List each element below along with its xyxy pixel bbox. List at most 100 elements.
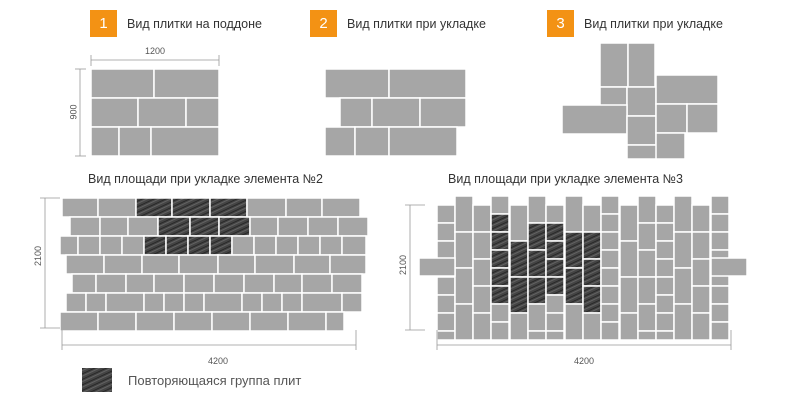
tile: [71, 273, 97, 294]
area-view-3: [418, 195, 748, 341]
tile: [619, 312, 639, 341]
pattern-tile: [545, 240, 565, 260]
tile: [329, 254, 367, 275]
pattern-tile: [582, 231, 602, 260]
step-3-title: Вид плитки при укладке: [584, 16, 723, 31]
tile: [95, 273, 127, 294]
tile: [261, 292, 283, 313]
tile: [163, 292, 185, 313]
tile: [655, 312, 675, 332]
tile: [319, 235, 343, 256]
tile: [600, 231, 620, 251]
tile: [337, 216, 369, 237]
tile: [472, 258, 492, 287]
pattern-tile: [490, 285, 510, 305]
tile: [599, 42, 629, 88]
tile: [472, 204, 492, 233]
tile: [150, 126, 220, 157]
tile: [472, 312, 492, 341]
pattern-tile: [582, 258, 602, 287]
pattern-tile: [527, 276, 547, 305]
tile: [90, 97, 139, 128]
pattern-tile: [545, 222, 565, 242]
tile: [141, 254, 180, 275]
tile: [273, 273, 303, 294]
tile: [275, 235, 299, 256]
tile: [655, 258, 675, 278]
tile: [183, 273, 215, 294]
tile: [118, 126, 152, 157]
tile: [472, 285, 492, 314]
tile: [710, 213, 730, 233]
tile: [103, 254, 143, 275]
laying-view-3: [561, 42, 719, 160]
tile: [371, 97, 421, 128]
pattern-tile: [545, 276, 565, 296]
tile: [388, 68, 467, 99]
area-3-dimension-lines: [405, 204, 732, 350]
layout-3-width-label: 4200: [574, 356, 595, 366]
tile: [710, 303, 730, 323]
tile: [99, 216, 129, 237]
tile: [454, 231, 474, 269]
step-1-header: 1 Вид плитки на поддоне: [90, 10, 262, 37]
tile: [655, 240, 675, 260]
tile: [655, 74, 719, 105]
tile: [637, 330, 657, 341]
tile: [490, 195, 510, 215]
tile: [307, 216, 339, 237]
tile: [135, 311, 175, 332]
tile: [65, 254, 105, 275]
tile: [90, 68, 155, 99]
tile: [211, 311, 251, 332]
pattern-tile: [189, 216, 220, 237]
layout-2-caption: Вид площади при укладке элемента №2: [88, 172, 324, 186]
tile: [388, 126, 458, 157]
tile: [655, 132, 686, 160]
tile: [243, 273, 275, 294]
tile: [582, 312, 602, 341]
tile: [418, 257, 456, 277]
tile: [490, 321, 510, 341]
step-3-badge: 3: [547, 10, 574, 37]
tile: [436, 240, 456, 260]
tile: [600, 267, 620, 287]
tile: [673, 195, 693, 233]
tile: [143, 292, 165, 313]
tile: [619, 240, 639, 278]
tile: [710, 231, 730, 251]
tile: [354, 126, 390, 157]
pattern-tile: [209, 197, 248, 218]
tile: [582, 204, 602, 233]
tile: [125, 273, 155, 294]
tile: [655, 103, 688, 134]
tile: [600, 303, 620, 323]
pattern-tile: [143, 235, 167, 256]
tile: [277, 216, 309, 237]
area-2-dimension-lines: [40, 197, 357, 350]
tile: [59, 235, 79, 256]
pattern-tile: [187, 235, 211, 256]
tile: [600, 285, 620, 305]
tile: [178, 254, 219, 275]
tile: [231, 235, 255, 256]
step-3-header: 3 Вид плитки при укладке: [547, 10, 723, 37]
tile: [321, 197, 361, 218]
tile: [121, 235, 145, 256]
tile: [600, 249, 620, 269]
tile: [217, 254, 256, 275]
tile: [127, 216, 159, 237]
pattern-tile: [157, 216, 191, 237]
tile: [545, 312, 565, 332]
step-2-badge: 2: [310, 10, 337, 37]
tile: [90, 126, 120, 157]
tile: [436, 222, 456, 242]
legend: Повторяющаяся группа плит: [82, 368, 301, 392]
tile: [249, 216, 279, 237]
tile: [213, 273, 245, 294]
tile: [691, 285, 711, 314]
tile: [454, 267, 474, 305]
tile: [655, 330, 675, 341]
tile: [249, 311, 289, 332]
pallet-view: [90, 68, 220, 157]
